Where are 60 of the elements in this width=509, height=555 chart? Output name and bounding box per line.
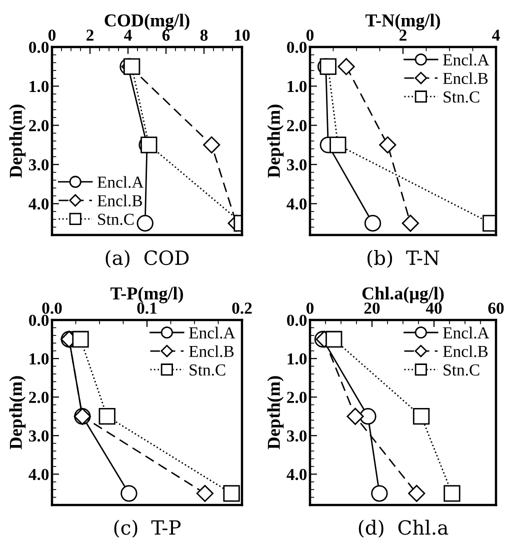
x-tick-label: 0: [306, 302, 314, 314]
x-axis-title: Chl.a(μg/l): [362, 286, 444, 304]
x-tick-label: 4: [492, 30, 500, 41]
y-axis-title: Depth(m): [9, 376, 26, 450]
y-axis-title: Depth(m): [267, 376, 284, 450]
text: (c) T-P: [114, 520, 181, 538]
y-tick-label: 1.0: [30, 80, 49, 92]
x-tick-label: 0: [306, 30, 314, 41]
y-tick-label: 2.0: [287, 120, 307, 132]
legend-label: Stn.C: [444, 91, 480, 103]
x-tick-label: 0: [48, 30, 56, 41]
x-tick-label: 10: [235, 30, 250, 41]
y-tick-label: 2.0: [29, 392, 49, 404]
y-tick-label: 4.0: [28, 468, 49, 480]
x-tick-label: 20: [364, 302, 380, 314]
y-tick-label: 4.0: [28, 198, 49, 210]
x-axis-title: T-N(mg/l): [365, 14, 440, 30]
y-tick-label: 1.0: [288, 353, 307, 365]
legend-label: Stn.C: [98, 214, 134, 226]
legend-label: Encl.B: [189, 345, 234, 358]
text: (d) Chl.a: [358, 520, 448, 538]
y-tick-label: 0.0: [29, 314, 49, 326]
y-tick-label: 4.0: [286, 468, 307, 480]
legend-label: Encl.B: [443, 72, 488, 84]
x-tick-label: 4: [124, 30, 132, 41]
x-tick-label: 6: [162, 30, 170, 41]
legend-label: Encl.B: [443, 345, 488, 358]
legend-label: Encl.B: [97, 194, 142, 206]
y-tick-label: 3.0: [287, 430, 307, 442]
x-tick-label: 60: [488, 302, 504, 314]
y-tick-label: 2.0: [29, 120, 49, 132]
y-tick-label: 3.0: [287, 159, 307, 171]
y-tick-label: 0.0: [287, 42, 307, 54]
y-tick-label: 0.0: [287, 314, 307, 326]
legend-label: Encl.A: [443, 54, 490, 66]
text: (a) COD: [106, 250, 189, 268]
y-tick-label: 2.0: [287, 392, 307, 404]
x-tick-label: 2: [400, 30, 406, 41]
y-tick-label: 1.0: [30, 353, 49, 365]
y-tick-label: 1.0: [288, 80, 307, 92]
x-tick-label: 0.2: [232, 302, 252, 314]
y-axis-title: Depth(m): [9, 104, 26, 178]
legend-label: Stn.C: [190, 364, 226, 376]
x-tick-label: 8: [200, 30, 208, 41]
legend-label: Stn.C: [444, 364, 480, 376]
y-tick-label: 4.0: [286, 198, 307, 210]
x-tick-label: 40: [426, 302, 442, 314]
legend-label: Encl.A: [443, 326, 490, 339]
x-tick-label: 0.1: [137, 302, 157, 314]
y-axis-title: Depth(m): [267, 104, 284, 178]
x-axis-title: COD(mg/l): [104, 14, 190, 30]
y-tick-label: 3.0: [29, 159, 49, 171]
text: (b) T-N: [368, 250, 440, 268]
y-tick-label: 3.0: [29, 430, 49, 442]
y-tick-label: 0.0: [29, 42, 49, 54]
x-tick-label: 2: [86, 30, 94, 41]
legend-label: Encl.A: [189, 326, 236, 339]
x-axis-title: T-P(mg/l): [110, 286, 183, 304]
x-tick-label: 0.0: [42, 302, 62, 314]
legend-label: Encl.A: [97, 176, 144, 188]
